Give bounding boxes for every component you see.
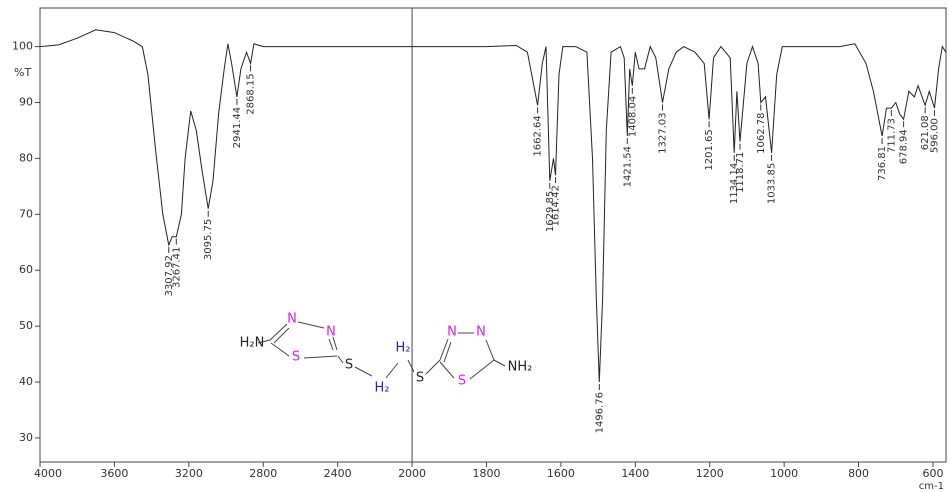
peak-label: 2868.15 [246,73,257,114]
peak-label: 1201.65 [704,129,715,170]
peak-label: 596.00 [929,118,940,153]
structure-atom: S [345,358,353,373]
y-tick-label: 100 [12,40,33,53]
y-axis-label: %T [14,66,31,79]
y-tick-label: 60 [19,263,33,276]
y-tick-label: 30 [19,431,33,444]
structure-background [232,300,552,395]
plot-frame [39,7,947,463]
peak-label: 3095.75 [203,219,214,260]
structure-bonds [257,321,506,380]
x-tick-label: 1200 [696,467,724,480]
y-tick-label: 90 [19,95,33,108]
x-tick-label: 2800 [249,467,277,480]
peak-label: 678.94 [899,129,910,164]
y-tick-label: 40 [19,375,33,388]
structure-atom: H₂ [375,381,390,396]
structure-atom: N [476,325,486,340]
peak-label: 1408.04 [627,96,638,137]
peak-label: 1662.64 [533,115,544,156]
peak-label: 1327.03 [657,112,668,153]
structure-atom: NH₂ [508,360,533,375]
x-tick-label: 2400 [324,467,352,480]
x-tick-label: 2000 [398,467,426,480]
peak-label: 1134.14 [729,163,740,204]
peak-label: 1118.71 [735,152,746,193]
structure-atom: S [458,374,466,389]
peak-label: 1496.76 [594,392,605,433]
peak-label: 1629.85 [545,191,556,232]
x-tick-label: 600 [922,467,943,480]
structure-atom: N [326,325,336,340]
structure-atom: H₂ [396,341,411,356]
structure-atom: H₂N [240,336,265,351]
x-tick-label: 1000 [770,467,798,480]
peak-label: 3267.41 [171,247,182,288]
x-tick-label: 1800 [472,467,500,480]
x-tick-label: 1400 [621,467,649,480]
x-tick-label: 4000 [34,467,62,480]
peak-label: 711.73 [886,118,897,153]
peak-label: 3307.92 [164,255,175,296]
y-tick-label: 50 [19,319,33,332]
y-tick-label: 70 [19,207,33,220]
x-tick-label: 800 [848,467,869,480]
peak-label: 1033.85 [767,163,778,204]
y-tick-label: 80 [19,151,33,164]
peak-label: 2941.44 [232,107,243,148]
peak-label: 736.81 [877,146,888,181]
peak-label: 1062.78 [756,112,767,153]
x-tick-label: 3200 [175,467,203,480]
structure-atom: N [287,312,297,327]
peak-label: 621.08 [920,115,931,150]
peak-label: 1614.42 [551,185,562,226]
x-axis-label: cm-1 [919,481,944,492]
structure-atom: S [416,371,424,386]
structure-atom: N [447,325,457,340]
x-tick-label: 1600 [547,467,575,480]
x-tick-label: 3600 [100,467,128,480]
spectrum-line [39,29,947,383]
structure-atom: S [292,350,300,365]
peak-label: 1421.54 [622,146,633,187]
